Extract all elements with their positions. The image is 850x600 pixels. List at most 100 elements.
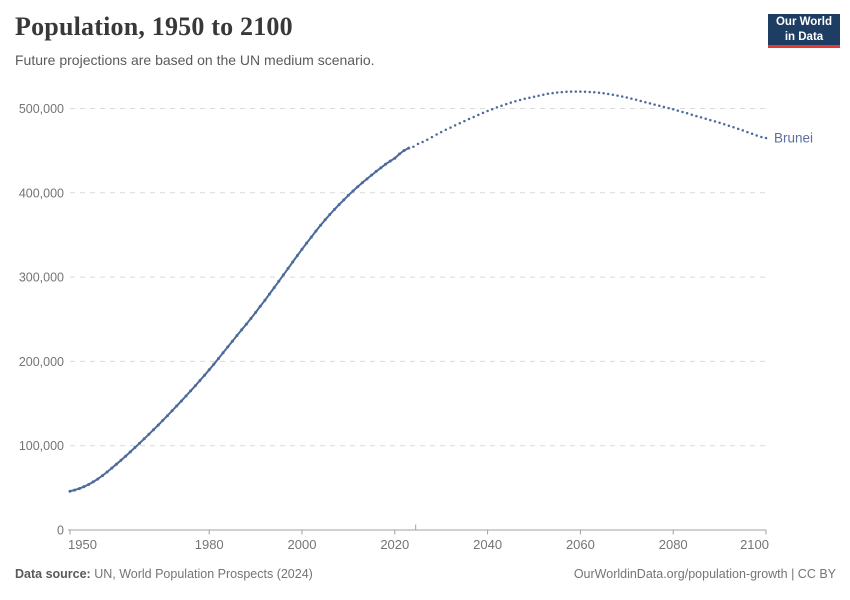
projection-dot: [681, 110, 684, 114]
y-axis-tick-label: 100,000: [19, 439, 64, 453]
projection-dot: [486, 109, 489, 113]
chart-subtitle: Future projections are based on the UN m…: [15, 52, 375, 68]
data-point-marker: [138, 441, 142, 445]
projection-dot: [551, 91, 554, 95]
data-point-marker: [179, 399, 183, 403]
data-point-marker: [305, 241, 309, 245]
projection-dot: [685, 112, 689, 115]
projection-dot: [620, 95, 624, 98]
projection-dot: [555, 91, 559, 94]
projection-dot: [481, 111, 485, 115]
projection-dot: [699, 116, 703, 119]
data-point-marker: [268, 292, 271, 296]
series-entity-label[interactable]: Brunei: [774, 131, 813, 146]
data-point-marker: [295, 254, 299, 257]
projection-dot: [709, 118, 712, 122]
data-point-marker: [263, 298, 267, 302]
projection-dot: [602, 92, 605, 95]
projection-dot: [704, 117, 707, 120]
projection-dot: [574, 90, 578, 93]
x-axis-tick-label: 1950: [68, 537, 97, 552]
data-point-marker: [249, 316, 253, 320]
data-point-marker: [254, 311, 258, 314]
data-point-marker: [124, 454, 128, 458]
projection-dot: [453, 124, 457, 127]
data-source-label: Data source:: [15, 567, 91, 581]
data-point-marker: [300, 247, 304, 251]
projection-dot: [444, 128, 448, 132]
x-axis-tick-label: 1980: [195, 537, 224, 552]
data-source-note: Data source: UN, World Population Prospe…: [15, 567, 313, 581]
data-point-marker: [240, 328, 244, 332]
data-point-marker: [337, 203, 341, 207]
series-dots-projection[interactable]: [412, 90, 768, 149]
projection-dot: [760, 135, 763, 139]
projection-dot: [606, 92, 610, 96]
data-point-marker: [333, 207, 336, 211]
projection-dot: [514, 99, 517, 103]
projection-dot: [658, 104, 661, 108]
data-point-marker: [374, 169, 378, 173]
projection-dot: [727, 124, 731, 128]
owid-logo[interactable]: Our World in Data: [768, 14, 840, 48]
projection-dot: [435, 133, 438, 136]
projection-dot: [579, 90, 582, 93]
data-point-marker: [133, 446, 137, 449]
data-point-marker: [281, 273, 285, 277]
projection-dot: [412, 145, 415, 149]
projection-dot: [458, 122, 462, 125]
projection-dot: [542, 93, 545, 96]
data-point-marker: [110, 466, 114, 470]
x-axis-tick-label: 2080: [659, 537, 688, 552]
data-point-marker: [198, 379, 202, 382]
projection-dot: [718, 121, 721, 125]
projection-dot: [630, 97, 633, 100]
projection-dot: [611, 93, 615, 96]
data-point-marker: [342, 198, 346, 202]
series-line-estimates[interactable]: [68, 146, 411, 493]
owid-citation-link[interactable]: OurWorldinData.org/population-growth | C…: [573, 567, 836, 581]
y-axis-tick-label: 300,000: [19, 271, 64, 285]
data-point-marker: [319, 223, 323, 227]
data-point-marker: [402, 149, 406, 152]
projection-dot: [588, 90, 591, 94]
data-point-marker: [184, 394, 188, 398]
x-axis-tick-label: 2060: [566, 537, 595, 552]
projection-dot: [537, 94, 540, 97]
x-axis-tick-label: 2000: [288, 537, 317, 552]
projection-dot: [722, 123, 726, 126]
projection-dot: [500, 104, 503, 107]
chart-footer: Data source: UN, World Population Prospe…: [15, 567, 836, 581]
data-point-marker: [207, 368, 211, 372]
projection-dot: [695, 114, 698, 118]
data-point-marker: [397, 152, 401, 156]
projection-dot: [477, 113, 480, 117]
data-point-marker: [356, 185, 360, 189]
data-point-marker: [128, 450, 132, 454]
data-point-marker: [226, 345, 230, 349]
projection-dot: [439, 130, 443, 134]
data-point-marker: [217, 357, 220, 360]
data-point-marker: [393, 156, 397, 160]
data-point-marker: [147, 432, 151, 436]
data-point-marker: [152, 428, 155, 432]
projection-dot: [746, 130, 749, 134]
projection-dot: [565, 90, 568, 94]
owid-logo-line2: in Data: [784, 30, 824, 43]
projection-dot: [463, 119, 466, 123]
projection-dot: [569, 90, 573, 93]
estimates-path: [69, 147, 410, 493]
projection-dot: [518, 98, 522, 102]
data-point-marker: [82, 485, 86, 489]
data-point-marker: [379, 166, 383, 170]
data-point-marker: [73, 488, 77, 492]
chart-title: Population, 1950 to 2100: [15, 12, 293, 41]
projection-dot: [755, 134, 758, 137]
projection-dot: [648, 102, 652, 105]
projection-dot: [736, 127, 740, 131]
projection-dot: [690, 113, 694, 116]
data-point-marker: [189, 389, 193, 393]
projection-dot: [625, 96, 629, 99]
data-point-marker: [360, 181, 364, 185]
